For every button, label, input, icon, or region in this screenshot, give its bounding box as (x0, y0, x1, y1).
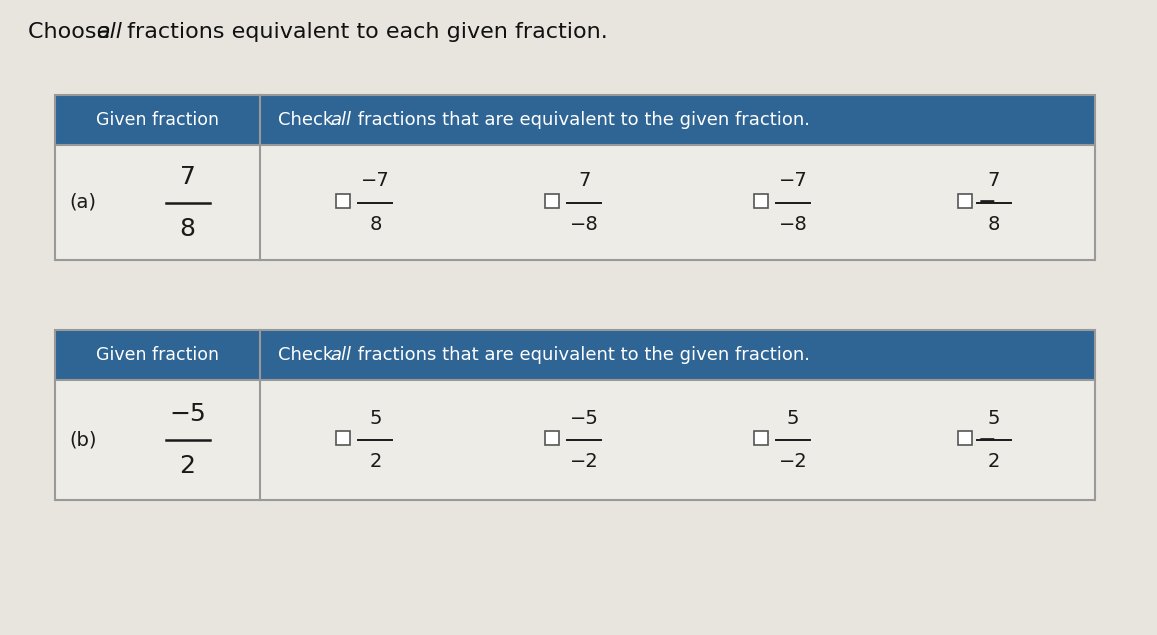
Bar (545, 431, 559, 445)
Text: 5: 5 (987, 409, 1000, 428)
Bar (958, 194, 972, 208)
Bar (754, 194, 768, 208)
Text: −7: −7 (361, 171, 390, 190)
Bar (56, 330, 1095, 500)
Text: −8: −8 (569, 215, 598, 234)
Text: 2: 2 (179, 454, 196, 478)
Text: fractions that are equivalent to the given fraction.: fractions that are equivalent to the giv… (352, 346, 810, 364)
Text: 7: 7 (578, 171, 590, 190)
Bar (56, 95, 1095, 145)
Text: 2: 2 (987, 452, 1000, 471)
Text: −5: −5 (169, 402, 206, 426)
Text: 2: 2 (369, 452, 382, 471)
Text: Choose: Choose (28, 22, 117, 42)
Text: −: − (978, 430, 996, 450)
Bar (754, 431, 768, 445)
Text: −5: −5 (569, 409, 598, 428)
Text: all: all (330, 111, 351, 129)
Text: 7: 7 (179, 164, 196, 189)
Bar (337, 194, 351, 208)
Text: −2: −2 (569, 452, 598, 471)
Text: fractions equivalent to each given fraction.: fractions equivalent to each given fract… (120, 22, 607, 42)
Text: all: all (96, 22, 121, 42)
Bar (337, 431, 351, 445)
Bar (56, 330, 1095, 380)
Text: (b): (b) (69, 431, 96, 450)
Text: −2: −2 (779, 452, 808, 471)
Bar (958, 431, 972, 445)
Text: 5: 5 (787, 409, 799, 428)
Text: −: − (978, 192, 996, 213)
Bar (56, 95, 1095, 260)
Text: fractions that are equivalent to the given fraction.: fractions that are equivalent to the giv… (352, 111, 810, 129)
Text: 8: 8 (179, 217, 196, 241)
Text: 7: 7 (987, 171, 1000, 190)
Text: Given fraction: Given fraction (96, 346, 219, 364)
Text: all: all (330, 346, 351, 364)
Text: −8: −8 (779, 215, 808, 234)
Text: Given fraction: Given fraction (96, 111, 219, 129)
Text: Check: Check (278, 346, 339, 364)
Bar (545, 194, 559, 208)
Text: 5: 5 (369, 409, 382, 428)
Bar (56, 145, 1095, 260)
Text: 8: 8 (987, 215, 1000, 234)
Text: −7: −7 (779, 171, 808, 190)
Text: (a): (a) (69, 193, 96, 212)
Text: Check: Check (278, 111, 339, 129)
Text: 8: 8 (369, 215, 382, 234)
Bar (56, 380, 1095, 500)
